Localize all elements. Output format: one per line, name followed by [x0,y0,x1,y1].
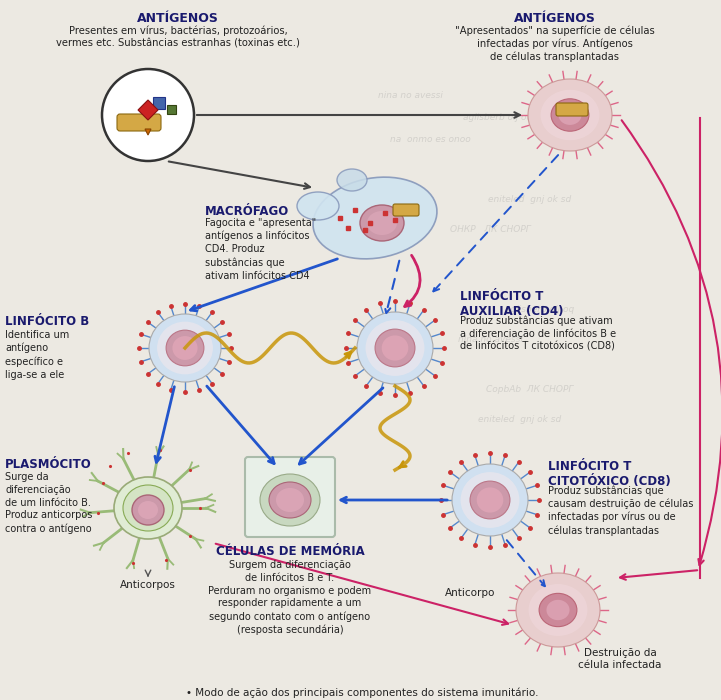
Ellipse shape [260,474,320,526]
Text: MACRÓFAGO: MACRÓFAGO [205,205,289,218]
Text: eniteled  gnj ok sd: eniteled gnj ok sd [488,195,572,204]
Bar [167,105,176,114]
Polygon shape [138,100,158,120]
Text: LINFÓCITO T
CITOTÓXICO (CD8): LINFÓCITO T CITOTÓXICO (CD8) [548,460,671,488]
Ellipse shape [452,464,528,536]
Ellipse shape [337,169,367,191]
Text: aglisberb olj oq: aglisberb olj oq [505,305,575,314]
Ellipse shape [461,472,519,528]
Text: Identifica um
antígeno
específico e
liga-se a ele: Identifica um antígeno específico e liga… [5,330,69,379]
Text: LINFÓCITO B: LINFÓCITO B [5,315,89,328]
Ellipse shape [366,320,425,376]
Text: eniteled  gnj ok sd: eniteled gnj ok sd [478,416,562,424]
Ellipse shape [138,501,158,519]
Ellipse shape [528,584,588,636]
FancyBboxPatch shape [393,204,419,216]
Text: Destruição da
célula infectada: Destruição da célula infectada [578,648,662,671]
Text: ОНКР   ЛК СНОРГ: ОНКР ЛК СНОРГ [450,225,531,234]
Ellipse shape [114,477,182,539]
Ellipse shape [528,79,612,151]
Text: nina no avessi: nina no avessi [458,335,523,344]
Ellipse shape [313,177,437,259]
Text: LINFÓCITO T
AUXILIAR (CD4): LINFÓCITO T AUXILIAR (CD4) [460,290,564,318]
Text: Fagocita e "apresenta"
antígenos a linfócitos
CD4. Produz
substâncias que
ativam: Fagocita e "apresenta" antígenos a linfó… [205,218,317,281]
Text: CopbAb  ЛК СНОРГ: CopbAb ЛК СНОРГ [486,386,574,395]
Text: CÉLULAS DE MEMÓRIA: CÉLULAS DE MEMÓRIA [216,545,364,558]
Circle shape [102,69,194,161]
Text: Presentes em vírus, bactérias, protozoários,
vermes etc. Substâncias estranhas (: Presentes em vírus, bactérias, protozoár… [56,25,300,48]
Text: ANTÍGENOS: ANTÍGENOS [514,12,596,25]
FancyBboxPatch shape [117,114,161,131]
Ellipse shape [172,336,198,360]
Ellipse shape [551,99,589,131]
Ellipse shape [157,322,213,374]
Text: aglisberb olj oq senb: aglisberb olj oq senb [463,113,557,122]
Text: ANTÍGENOS: ANTÍGENOS [137,12,219,25]
Ellipse shape [297,192,339,220]
Ellipse shape [367,211,397,235]
Ellipse shape [269,482,311,518]
Ellipse shape [541,90,599,140]
Text: Surgem da diferenciação
de linfócitos B e T.
Perduram no organismo e podem
respo: Surgem da diferenciação de linfócitos B … [208,560,371,636]
Polygon shape [145,129,151,135]
FancyBboxPatch shape [556,103,588,116]
Ellipse shape [559,105,582,125]
Ellipse shape [516,573,600,647]
Text: Anticorpos: Anticorpos [120,580,176,590]
Text: "Apresentados" na superfície de células
infectadas por vírus. Antígenos
de célul: "Apresentados" na superfície de células … [455,25,655,62]
Ellipse shape [381,335,408,361]
Ellipse shape [547,600,570,620]
Ellipse shape [357,312,433,384]
Text: PLASMÓCITO: PLASMÓCITO [5,458,92,471]
Text: Surge da
diferenciação
de um linfócito B.
Produz anticorpos
contra o antígeno: Surge da diferenciação de um linfócito B… [5,472,92,534]
Bar [153,97,165,109]
Ellipse shape [149,314,221,382]
Text: na  onmo es onoo: na onmo es onoo [389,136,470,144]
Text: nina no avessi: nina no avessi [378,90,443,99]
Ellipse shape [375,329,415,367]
Ellipse shape [132,495,164,525]
Ellipse shape [360,205,404,241]
Ellipse shape [470,481,510,519]
Text: Anticorpo: Anticorpo [445,588,495,598]
Ellipse shape [276,488,304,512]
Ellipse shape [477,487,503,512]
Ellipse shape [166,330,204,366]
Ellipse shape [123,485,173,531]
Text: Produz substâncias que
causam destruição de células
infectadas por vírus ou de
c: Produz substâncias que causam destruição… [548,485,694,536]
Ellipse shape [539,594,577,626]
Text: Produz substâncias que ativam
a diferenciação de linfócitos B e
de linfócitos T : Produz substâncias que ativam a diferenc… [460,315,616,352]
Text: • Modo de ação dos principais componentes do sistema imunitário.: • Modo de ação dos principais componente… [186,688,539,699]
FancyBboxPatch shape [245,457,335,537]
